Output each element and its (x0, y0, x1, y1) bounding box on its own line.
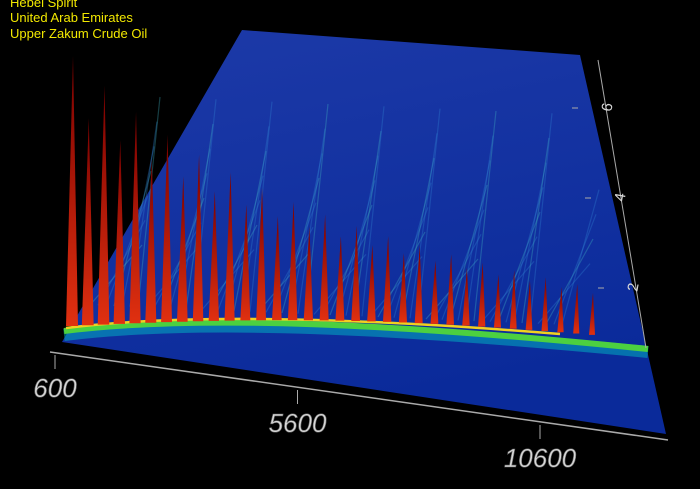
spike (256, 187, 266, 321)
spike (272, 216, 282, 321)
streak (449, 184, 488, 321)
streak (545, 238, 594, 325)
spike (493, 274, 501, 328)
spike (525, 280, 533, 330)
spike (224, 172, 235, 321)
streak (521, 137, 550, 324)
streak (297, 128, 326, 314)
x-tick-label: 600 (33, 373, 77, 403)
streak (257, 251, 311, 313)
streak (281, 177, 320, 314)
streak (105, 195, 149, 306)
spikes (66, 56, 595, 335)
header-line: Hebel Spirit (10, 0, 78, 10)
y-tick-label: 2 (624, 282, 642, 293)
spike (446, 254, 454, 325)
spike (462, 267, 470, 326)
spike (240, 204, 251, 321)
streak (473, 110, 497, 322)
spike (430, 260, 439, 324)
spike (192, 154, 204, 322)
streak (401, 157, 435, 319)
x-tick-label: 10600 (504, 443, 577, 473)
spike (367, 245, 376, 322)
streak (497, 211, 541, 323)
streak (409, 133, 438, 319)
streak (321, 229, 370, 315)
spike (351, 225, 360, 321)
spike (129, 111, 141, 324)
spike (97, 85, 110, 325)
spike (478, 262, 486, 327)
spike (161, 134, 172, 323)
spike (414, 245, 423, 324)
streak (513, 162, 547, 323)
spike (541, 277, 548, 332)
spike (113, 140, 125, 324)
y-tick-label: 4 (611, 192, 629, 203)
streak (137, 96, 161, 308)
y-tick-label: 6 (598, 102, 616, 113)
streak (393, 182, 432, 318)
streak (249, 101, 273, 312)
header-line: Upper Zakum Crude Oil (10, 26, 147, 41)
ridge (63, 319, 649, 352)
streak (153, 222, 202, 308)
spike (319, 214, 329, 321)
spike (66, 56, 78, 326)
streak (529, 113, 553, 324)
streak (465, 135, 494, 321)
streak (385, 207, 429, 318)
spike (335, 236, 345, 321)
streak (457, 160, 491, 321)
spike (509, 270, 517, 329)
streak (433, 234, 482, 320)
plane (62, 30, 666, 434)
spike (382, 236, 392, 322)
x-tick-label: 5600 (269, 408, 327, 438)
header-line: United Arab Emirates (10, 10, 133, 25)
streak (561, 189, 600, 325)
spike (81, 118, 94, 326)
streak (417, 108, 441, 319)
spike (557, 286, 564, 333)
spike (589, 292, 595, 335)
ridge-glow (63, 320, 649, 358)
y-axis (597, 59, 647, 349)
streak (169, 173, 208, 309)
spike (573, 283, 580, 334)
axes: 600 5600 10600 2 4 6 (33, 102, 643, 474)
spike (208, 191, 219, 321)
streak (217, 200, 261, 311)
spike (303, 226, 313, 321)
streak (233, 150, 267, 312)
x-axis (49, 351, 669, 441)
streak (345, 155, 379, 316)
streak (481, 260, 535, 322)
streak (361, 106, 385, 317)
streak (369, 256, 423, 318)
spike (287, 201, 298, 321)
spike (176, 176, 188, 322)
spike (398, 253, 407, 323)
spike (145, 159, 157, 323)
